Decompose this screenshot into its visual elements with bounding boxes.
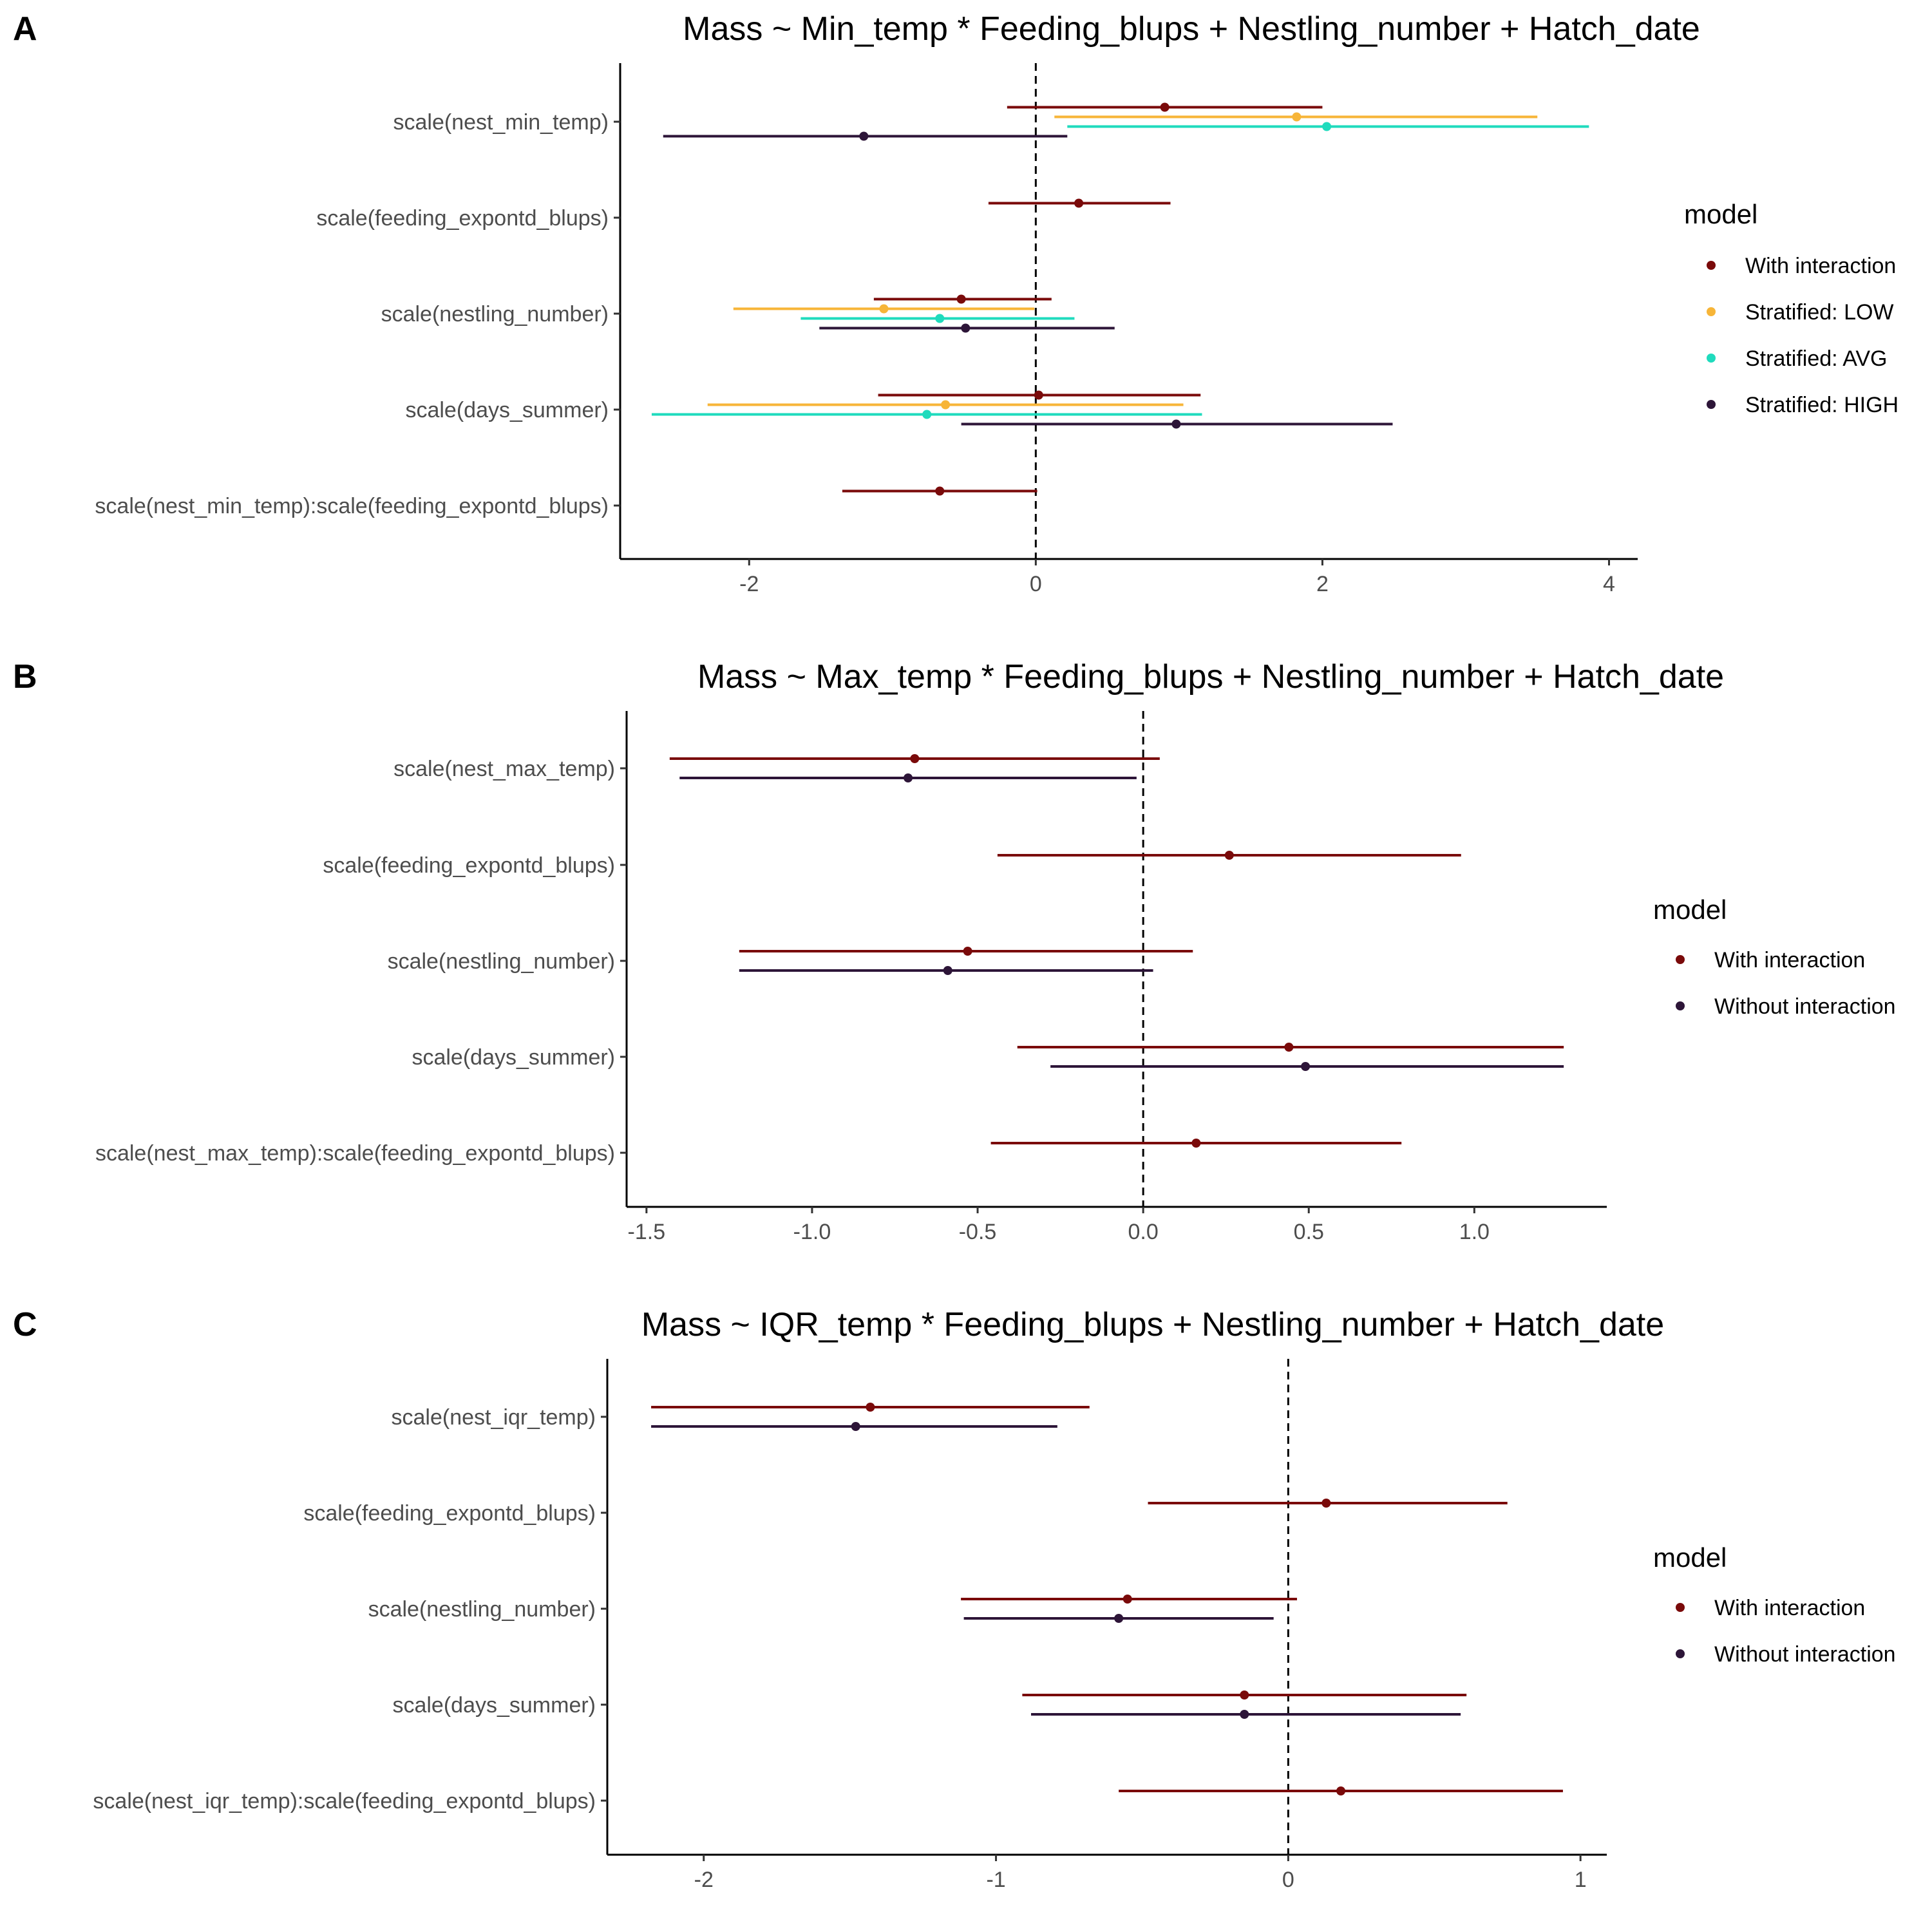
estimate-point xyxy=(943,966,952,975)
estimate-point xyxy=(1114,1614,1124,1623)
estimate-point xyxy=(1292,112,1302,122)
panel-title: Mass ~ Min_temp * Feeding_blups + Nestli… xyxy=(683,10,1700,48)
estimate-point xyxy=(935,314,945,323)
x-tick-label: 1 xyxy=(1575,1868,1587,1892)
legend-label: With interaction xyxy=(1714,948,1865,972)
estimate-point xyxy=(1074,198,1084,208)
category-label: scale(days_summer) xyxy=(405,398,609,422)
panel-b: B Mass ~ Max_temp * Feeding_blups + Nestl… xyxy=(13,658,1896,1244)
estimate-point xyxy=(963,947,972,956)
legend-key xyxy=(1707,307,1716,316)
legend-key xyxy=(1676,1649,1685,1658)
estimate-point xyxy=(1240,1710,1249,1719)
estimate-point xyxy=(866,1403,875,1412)
legend-key xyxy=(1676,1001,1685,1010)
series-without-interaction xyxy=(679,773,1564,1071)
category-label: scale(days_summer) xyxy=(412,1045,615,1070)
estimate-point xyxy=(1336,1786,1346,1795)
category-label: scale(nestling_number) xyxy=(381,302,609,327)
legend-label: Without interaction xyxy=(1714,994,1896,1019)
x-tick-label: -1.5 xyxy=(628,1220,666,1244)
panel-letter: B xyxy=(13,658,37,696)
estimate-point xyxy=(1284,1043,1294,1052)
x-tick-label: 4 xyxy=(1603,572,1615,596)
legend-key xyxy=(1707,354,1716,363)
category-label: scale(feeding_expontd_blups) xyxy=(303,1501,596,1526)
category-label: scale(nest_iqr_temp):scale(feeding_expon… xyxy=(93,1789,596,1814)
category-label: scale(nest_min_temp) xyxy=(393,110,609,135)
x-tick-label: -1 xyxy=(986,1868,1005,1892)
estimate-point xyxy=(904,773,913,782)
panel-c: C Mass ~ IQR_temp * Feeding_blups + Nestl… xyxy=(13,1306,1896,1892)
x-tick-label: 0 xyxy=(1030,572,1042,596)
legend-title: model xyxy=(1653,895,1727,925)
legend-title: model xyxy=(1684,199,1757,229)
estimate-point xyxy=(851,1422,860,1431)
category-label: scale(nest_iqr_temp) xyxy=(392,1405,596,1430)
x-tick-label: -2 xyxy=(739,572,759,596)
estimate-point xyxy=(1171,419,1181,429)
estimate-point xyxy=(1191,1139,1201,1148)
estimate-point xyxy=(910,754,920,763)
legend-label: Without interaction xyxy=(1714,1642,1896,1667)
category-label: scale(feeding_expontd_blups) xyxy=(316,206,609,231)
panel-a: A Mass ~ Min_temp * Feeding_blups + Nestl… xyxy=(13,10,1899,596)
x-tick-label: 0.0 xyxy=(1128,1220,1159,1244)
estimate-point xyxy=(859,131,869,141)
estimate-point xyxy=(935,486,945,496)
panel-title: Mass ~ Max_temp * Feeding_blups + Nestli… xyxy=(697,658,1724,696)
estimate-point xyxy=(961,323,971,333)
legend-key xyxy=(1676,1603,1685,1612)
legend-key xyxy=(1676,955,1685,964)
x-tick-label: 0.5 xyxy=(1294,1220,1324,1244)
estimate-point xyxy=(1240,1690,1249,1700)
estimate-point xyxy=(1160,102,1170,112)
series-with-interaction xyxy=(669,754,1564,1148)
category-label: scale(nestling_number) xyxy=(388,949,615,974)
legend-key xyxy=(1707,400,1716,409)
category-label: scale(nestling_number) xyxy=(368,1597,596,1622)
estimate-point xyxy=(941,400,951,410)
legend: model With interaction Stratified: LOW Stra… xyxy=(1684,199,1899,417)
category-label: scale(nest_max_temp) xyxy=(393,757,615,781)
legend-label: Stratified: AVG xyxy=(1745,346,1887,371)
panel-letter: C xyxy=(13,1306,37,1343)
series-stratified-low xyxy=(707,112,1538,410)
x-tick-label: 1.0 xyxy=(1459,1220,1490,1244)
panel-letter: A xyxy=(13,10,37,48)
x-tick-label: 0 xyxy=(1282,1868,1294,1892)
series-with-interaction xyxy=(842,102,1323,496)
legend-label: With interaction xyxy=(1745,254,1896,278)
estimate-point xyxy=(1122,1595,1132,1604)
panel-title: Mass ~ IQR_temp * Feeding_blups + Nestli… xyxy=(641,1306,1664,1343)
estimate-point xyxy=(956,294,966,304)
legend-title: model xyxy=(1653,1542,1727,1573)
category-label: scale(nest_min_temp):scale(feeding_expon… xyxy=(95,494,609,518)
legend: model With interaction Without interaction xyxy=(1653,895,1896,1019)
series-stratified-avg xyxy=(651,122,1589,419)
x-tick-label: -1.0 xyxy=(793,1220,831,1244)
estimate-point xyxy=(1321,1499,1331,1508)
estimate-point xyxy=(1224,851,1234,860)
legend-label: Stratified: HIGH xyxy=(1745,393,1899,417)
x-tick-label: 2 xyxy=(1316,572,1329,596)
x-tick-label: -2 xyxy=(694,1868,714,1892)
x-tick-label: -0.5 xyxy=(959,1220,997,1244)
estimate-point xyxy=(1301,1062,1311,1071)
legend-key xyxy=(1707,261,1716,270)
series-stratified-high xyxy=(663,131,1393,429)
estimate-point xyxy=(1034,390,1043,400)
category-label: scale(days_summer) xyxy=(392,1693,596,1718)
category-label: scale(feeding_expontd_blups) xyxy=(323,853,615,878)
estimate-point xyxy=(879,304,889,314)
category-label: scale(nest_max_temp):scale(feeding_expon… xyxy=(95,1141,615,1166)
estimate-point xyxy=(922,410,932,419)
legend-label: Stratified: LOW xyxy=(1745,300,1894,325)
series-with-interaction xyxy=(651,1403,1563,1795)
legend-label: With interaction xyxy=(1714,1596,1865,1620)
estimate-point xyxy=(1322,122,1332,131)
series-without-interaction xyxy=(651,1422,1461,1719)
legend: model With interaction Without interaction xyxy=(1653,1542,1896,1667)
